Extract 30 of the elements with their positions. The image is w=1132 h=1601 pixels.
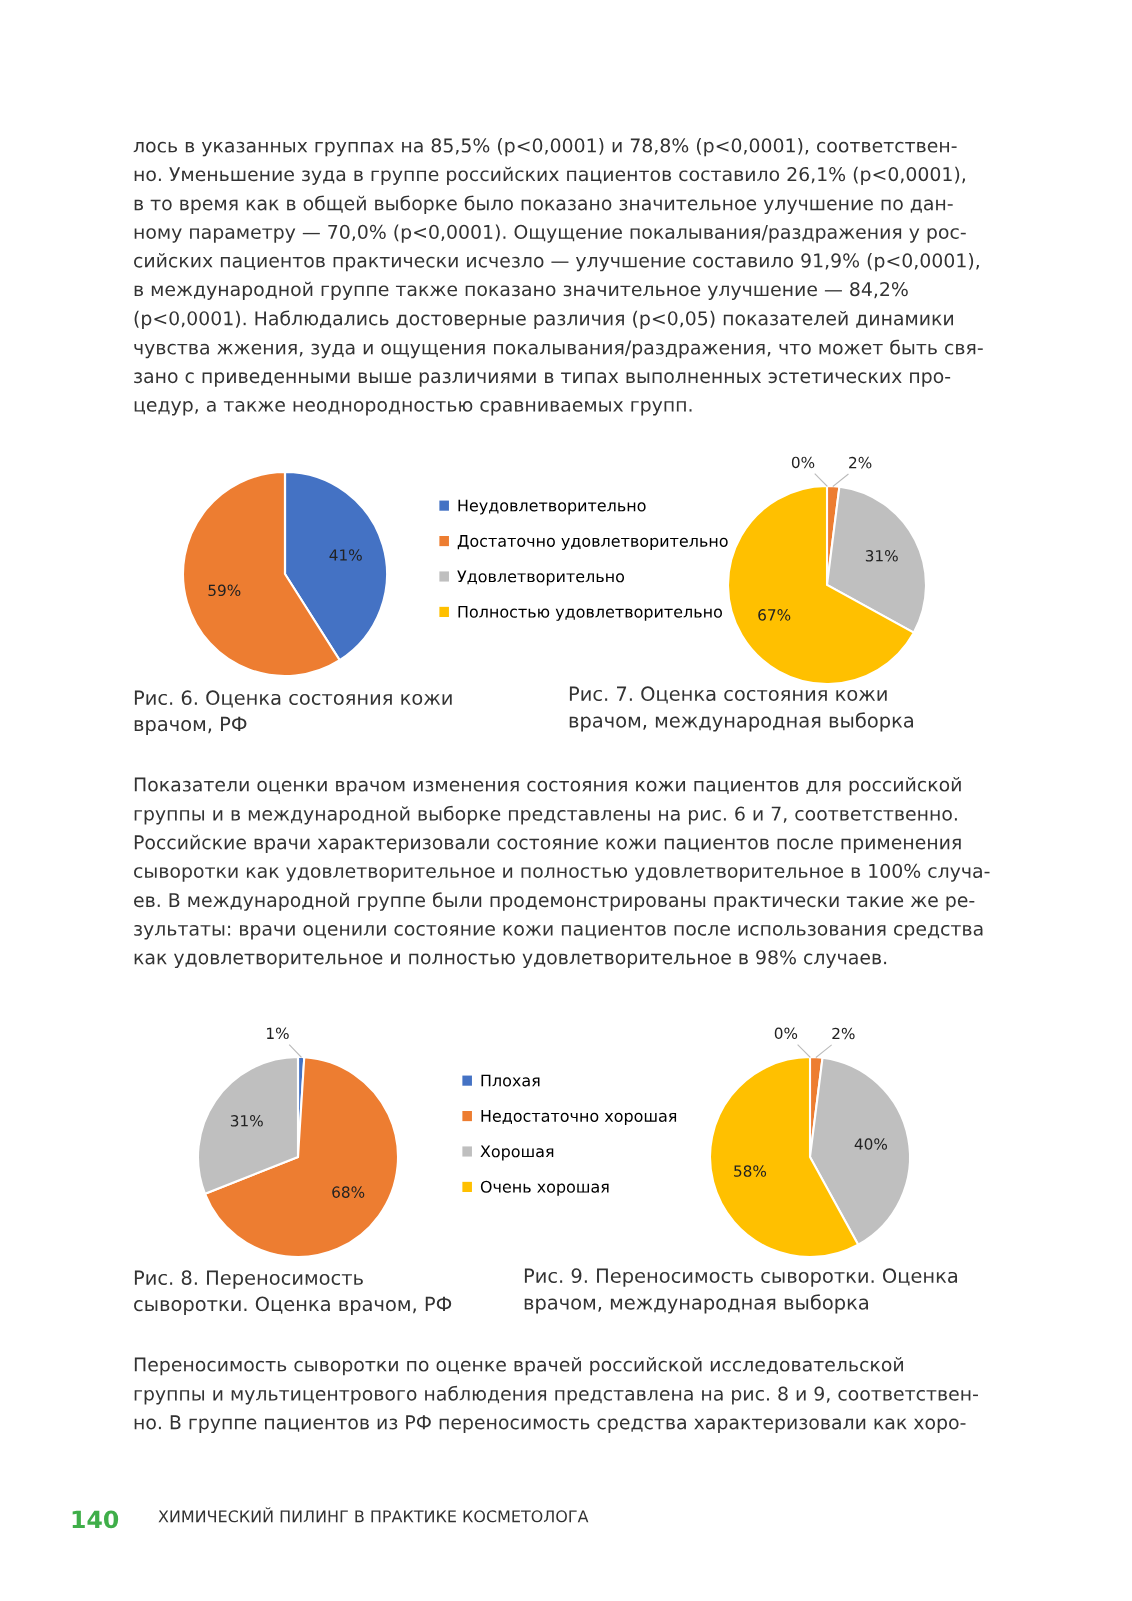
data-label: 59% xyxy=(208,584,241,597)
data-label: 58% xyxy=(734,1165,767,1177)
text: 0% xyxy=(774,1027,798,1040)
text: 0% xyxy=(791,456,815,469)
text: лось в указанных группах на 85,5% (p<0,0001) и 78,8% (p<0,0001), соответствен- но. Уменьшение зуда в группе российских пациентов составило 26,1% (p<0,0001), в то время как в общей выборке было показано значительное улучшение по дан- ному параметру — 70,0% (p<0,0001). Ощущение покалывания/раздражения у рос- сийских пациентов практически исчезло — улучшение составило 91,9% (p<0,0001), в международной группе также показано значительное улучшение — 84,2% (p<0,0001). Наблюдались достоверные различия (p<0,05) показателей динамики чувства жжения, зуда и ощущения покалывания/раздражения, что может быть свя- зано с приведенными выше различиями в типах выполненных эстетических про- цедур, а также неоднородностью сравниваемых групп. xyxy=(133,138,983,416)
legend-label: Недостаточно хорошая xyxy=(481,1110,677,1126)
legend-label: Полностью удовлетворительно xyxy=(458,605,722,621)
legend-label: Достаточно удовлетворительно xyxy=(457,535,728,551)
legend-label: Плохая xyxy=(481,1074,540,1087)
data-label: 1% xyxy=(267,1027,289,1040)
text: Рис. 7. Оценка состояния кожи врачом, международная выборка xyxy=(569,686,913,732)
legend-label: Удовлетворительно xyxy=(457,570,625,586)
data-label: 2% xyxy=(849,456,872,469)
data-label: 2% xyxy=(832,1027,855,1040)
text: Рис. 9. Переносимость сыворотки. Оценка врачом, международная выборка xyxy=(524,1268,958,1314)
data-label: 68% xyxy=(332,1186,365,1198)
data-label: 31% xyxy=(230,1115,263,1127)
legend-label: Очень хорошая xyxy=(480,1180,609,1196)
text: Рис. 6. Оценка состояния кожи врачом, РФ xyxy=(134,690,452,736)
data-label: 40% xyxy=(854,1138,888,1150)
text: ХИМИЧЕСКИЙ ПИЛИНГ В ПРАКТИКЕ КОСМЕТОЛОГА xyxy=(158,1507,589,1523)
data-label: 31% xyxy=(865,550,898,562)
data-label: 41% xyxy=(329,549,362,561)
text: Переносимость сыворотки по оценке врачей российской исследовательской группы и мультицентрового наблюдения представлена на рис. 8 и 9, соответствен- но. В группе пациентов из РФ переносимость средства характеризовали как хоро- xyxy=(134,1357,978,1434)
text: 140 xyxy=(72,1510,119,1529)
data-label: 67% xyxy=(758,609,791,621)
legend-label: Неудовлетворительно xyxy=(458,499,646,515)
legend-label: Хорошая xyxy=(480,1145,554,1161)
text: Показатели оценки врачом изменения состояния кожи пациентов для российской группы и в международной выборке представлены на рис. 6 и 7, соответственно. Российские врачи характеризовали состояние кожи пациентов после применения сыворотки как удовлетворительное и полностью удовлетворительное в 100% случа- ев. В международной группе были продемонстрированы практически такие же ре- зультаты: врачи оценили состояние кожи пациентов после использования средства как удовлетворительное и полностью удовлетворительное в 98% случаев. xyxy=(134,777,990,969)
text: Рис. 8. Переносимость сыворотки. Оценка врачом, РФ xyxy=(134,1270,452,1316)
